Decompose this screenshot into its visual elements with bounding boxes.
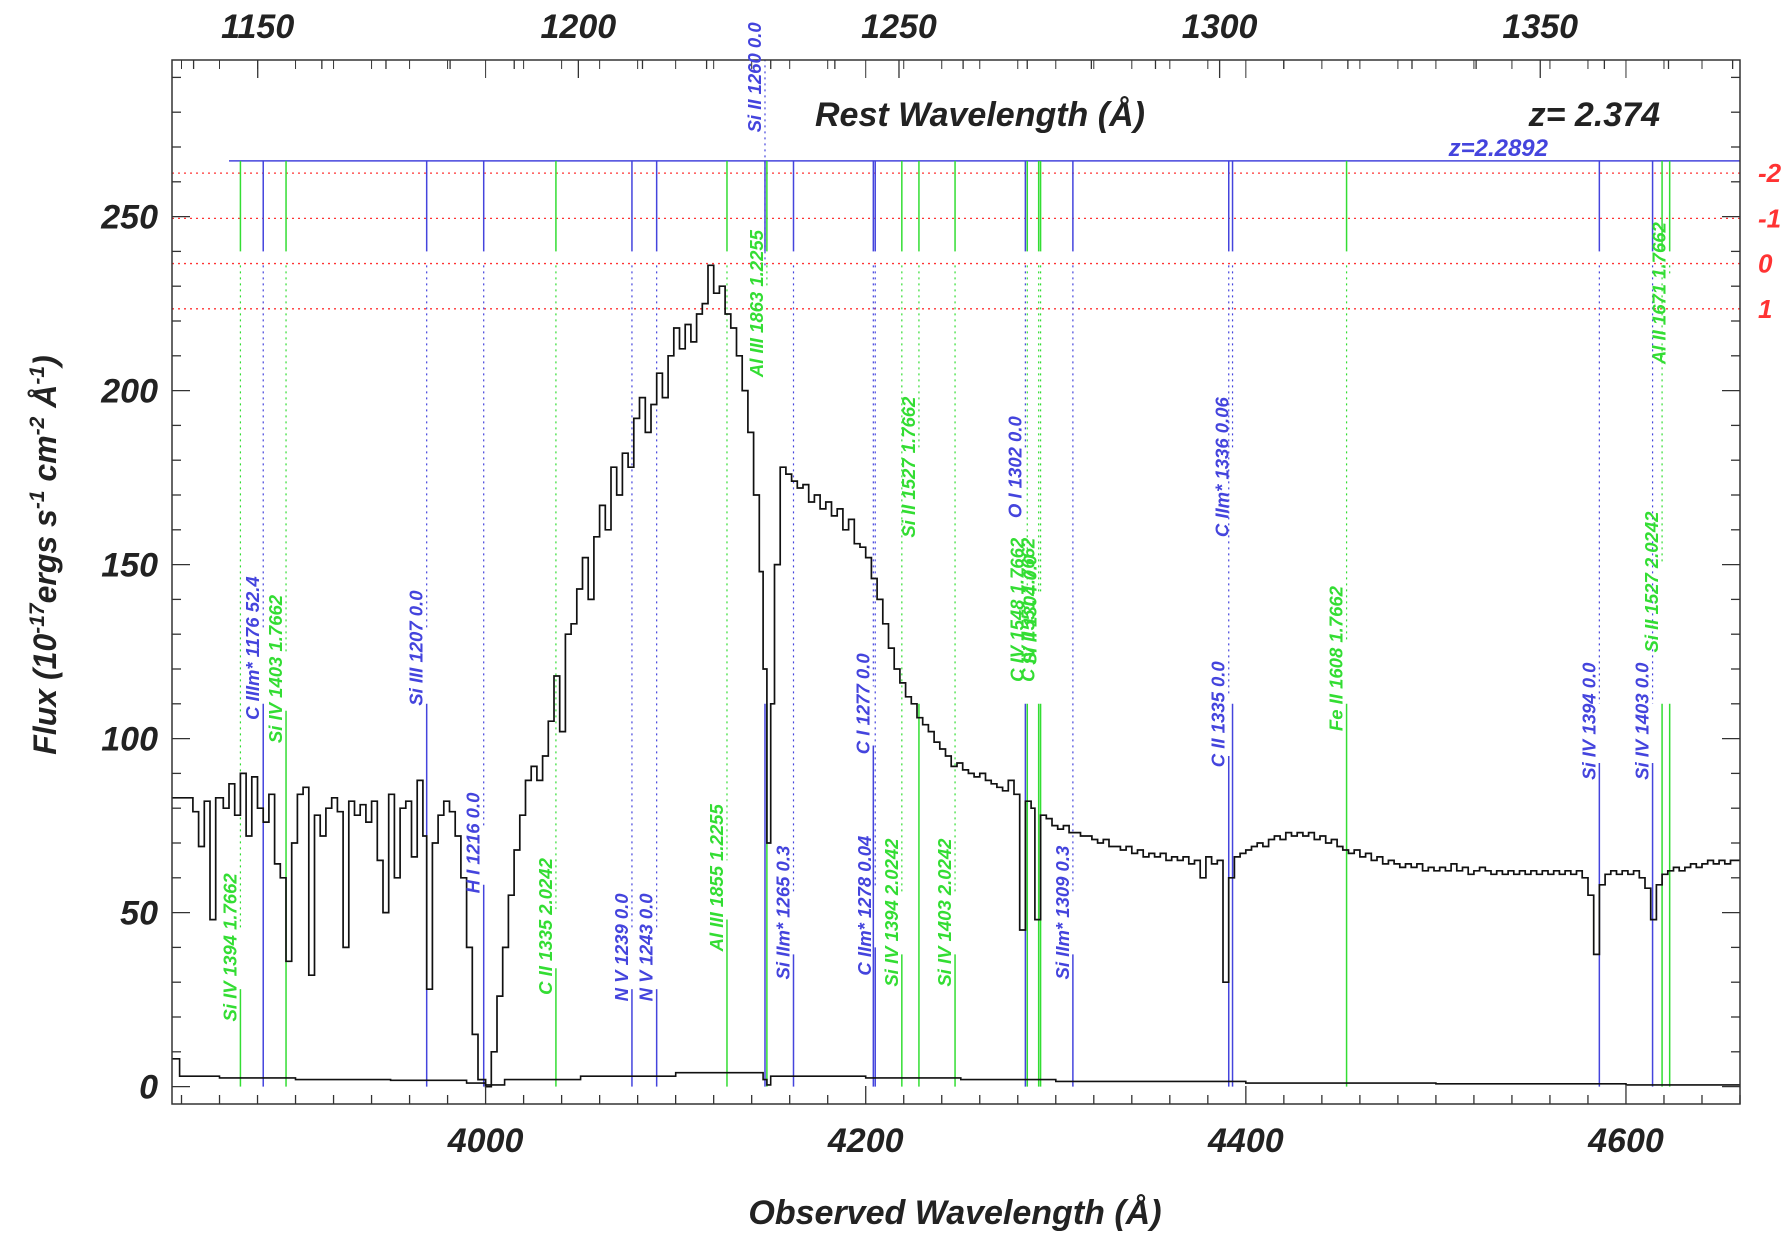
y-axis-label-exp3: -2: [26, 416, 49, 435]
marker-label-25: Si IV 1394 0.0: [1578, 662, 1599, 780]
marker-label-9: Si II 1260 0.0: [744, 22, 765, 133]
top-tick-label-3: 1300: [1182, 8, 1258, 46]
marker-label-4: H I 1216 0.0: [463, 792, 484, 894]
y-axis-label-text: Flux (10: [27, 634, 63, 755]
marker-label-26: Si IV 1403 0.0: [1632, 662, 1653, 780]
x-tick-label-1: 4200: [827, 1122, 904, 1160]
marker-label-3: Si III 1207 0.0: [406, 590, 427, 706]
marker-label-15: Si II 1527 1.7662: [898, 396, 919, 538]
marker-label-2: Si IV 1403 1.7662: [265, 594, 286, 743]
marker-label-10: Al III 1863 1.2255: [746, 229, 767, 378]
y-axis-label-part2: ergs s: [27, 509, 63, 603]
y-tick-label-0: 0: [139, 1069, 158, 1107]
marker-label-27: Si II 1527 2.0242: [1641, 511, 1662, 653]
absorber-redshift-label: z=2.2892: [1448, 135, 1549, 162]
top-tick-label-2: 1250: [861, 8, 937, 46]
plot-frame: [171, 59, 1741, 1105]
marker-label-13: C IIm* 1278 0.04: [854, 836, 875, 976]
y-tick-label-4: 200: [100, 373, 158, 411]
x-axis-label: Observed Wavelength (Å): [748, 1194, 1161, 1232]
top-axis-label: Rest Wavelength (Å): [815, 96, 1145, 134]
y-tick-label-1: 50: [120, 895, 158, 933]
top-tick-label-1: 1200: [541, 8, 617, 46]
reference-lines: -2 -1 0 1: [172, 158, 1782, 324]
y-axis-label-exp1: -17: [26, 602, 49, 634]
axes: 4000 4200 4400 4600 1150 1200 1250 1300 1350 0 50 1…: [100, 8, 1741, 1160]
flux-spectrum-line: [172, 264, 1740, 1088]
y-tick-label-3: 150: [101, 547, 158, 585]
line-markers: [239, 60, 1671, 1087]
marker-label-7: N V 1243 0.0: [636, 893, 657, 1002]
x-tick-label-2: 4400: [1207, 1122, 1284, 1160]
y-axis-label-exp2: -1: [26, 490, 49, 509]
marker-label-22: C II 1335 0.0: [1208, 661, 1229, 768]
sigma-label-0: -2: [1758, 158, 1782, 188]
y-axis-label-part5: ): [27, 355, 63, 369]
y-axis-label: Flux (10-17ergs s-1 cm-2 Å-1): [26, 355, 63, 754]
error-spectrum-line: [172, 1058, 1740, 1086]
series-layer: [172, 264, 1740, 1088]
marker-label-17: O I 1302 0.0: [1004, 416, 1025, 519]
redshift-label: z= 2.374: [1528, 96, 1660, 134]
sigma-label-2: 0: [1758, 249, 1773, 279]
y-axis-label-part3: cm: [27, 435, 63, 490]
marker-label-0: Si IV 1394 1.7662: [219, 873, 240, 1022]
y-tick-label-5: 250: [100, 199, 158, 237]
marker-label-28: Al II 1671 1.7662: [1649, 221, 1670, 365]
y-axis-label-part4: Å: [27, 385, 63, 417]
top-tick-label-4: 1350: [1502, 8, 1578, 46]
marker-label-18: C IV 1548 1.7662: [1006, 537, 1027, 682]
sigma-label-3: 1: [1758, 294, 1772, 324]
marker-label-16: Si IV 1403 2.0242: [934, 838, 955, 987]
marker-label-20: Si II 1304 0.0: [1020, 554, 1041, 665]
sigma-label-1: -1: [1758, 203, 1781, 233]
marker-label-11: Si IIm* 1265 0.3: [772, 845, 793, 979]
y-tick-label-2: 100: [101, 721, 158, 759]
marker-label-6: N V 1239 0.0: [611, 893, 632, 1002]
marker-label-24: Fe II 1608 1.7662: [1326, 585, 1347, 731]
marker-label-5: C II 1335 2.0242: [535, 857, 556, 995]
x-tick-label-0: 4000: [447, 1122, 524, 1160]
marker-label-8: Al III 1855 1.2255: [706, 804, 727, 953]
marker-label-23: C IIm* 1336 0.06: [1212, 397, 1233, 538]
marker-label-14: Si IV 1394 2.0242: [881, 838, 902, 987]
marker-label-19: C IV 1551 1.7662: [1018, 537, 1039, 682]
x-tick-label-3: 4600: [1587, 1122, 1664, 1160]
top-tick-label-0: 1150: [221, 8, 294, 46]
marker-label-1: C IIIm* 1176 52.4: [242, 576, 263, 720]
marker-label-12: C I 1277 0.0: [852, 653, 873, 755]
y-axis-label-exp4: -1: [26, 366, 49, 385]
marker-label-21: Si IIm* 1309 0.3: [1052, 845, 1073, 979]
